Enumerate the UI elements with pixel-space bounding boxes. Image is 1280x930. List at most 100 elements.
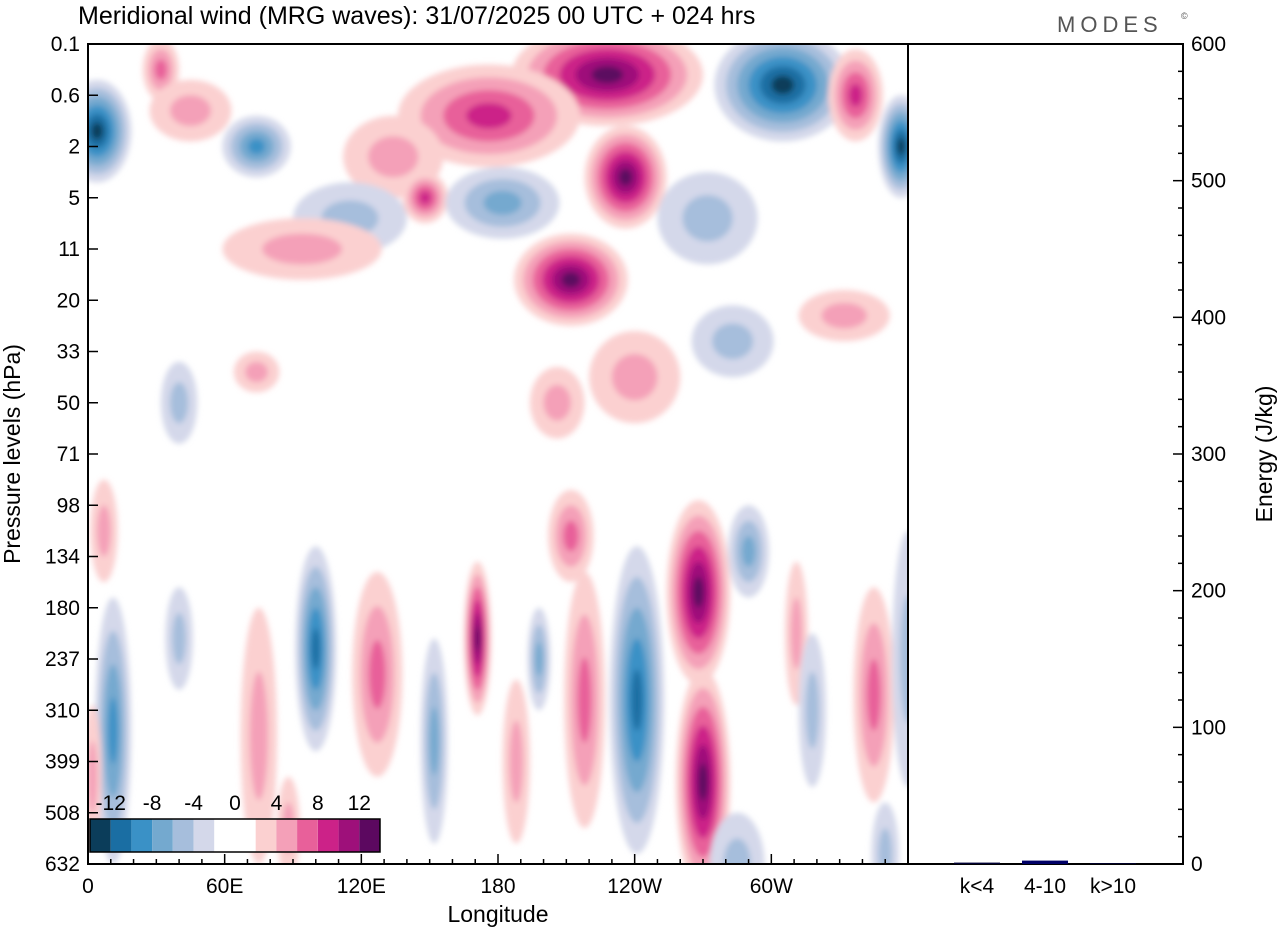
colorbar-swatch [214,819,235,852]
modes-logo: MODES [1057,12,1163,37]
energy-bars [954,860,1136,864]
positive-anomaly-36 [675,669,731,864]
contour-band-2 [245,361,268,383]
colorbar-swatch [131,819,153,852]
negative-anomaly-46 [871,802,899,864]
negative-anomaly-21 [160,361,198,444]
colorbar-swatch [297,819,318,852]
energy-axis: 0 100 200 300 400 500 600 [1173,33,1226,876]
negative-anomaly-18 [691,305,774,378]
pressure-tick-label: 5 [68,187,80,210]
negative-anomaly-13 [878,95,908,198]
energy-tick-label: 600 [1191,33,1226,56]
positive-anomaly-1 [584,125,667,229]
contour-band-3 [483,190,522,215]
wavenumber-labels: k<4 4-10 k>10 [960,875,1136,898]
contour-band-3 [154,59,167,80]
pressure-tick-label: 310 [45,699,80,722]
contour-band-3 [741,535,756,567]
contour-band-2 [611,354,658,401]
contour-band-4 [466,102,512,129]
contour-band-2 [790,597,803,670]
positive-anomaly-17 [798,290,890,342]
longitude-axis: 0 60E 120E 180 120W 60W [82,854,909,898]
contour-band-6 [91,122,103,140]
x-axis-label: Longitude [447,901,548,927]
contour-band-6 [561,272,581,288]
colorbar-label: 4 [271,792,283,815]
positive-anomaly-42 [90,479,118,583]
energy-tick-label: 300 [1191,443,1226,466]
pressure-tick-label: 98 [57,494,80,517]
positive-anomaly-20 [233,351,280,393]
positive-anomaly-25 [240,607,278,864]
colorbar-swatch [90,819,111,852]
contour-band-5 [311,628,320,670]
colorbar-swatch [338,819,360,852]
positive-anomaly-27 [352,571,403,777]
colorbar-frame [89,818,381,853]
positive-anomaly-5 [149,79,232,142]
contour-band-2 [821,302,868,329]
pressure-tick-label: 399 [45,751,80,774]
energy-tick-label: 100 [1191,716,1226,739]
contour-band-2 [723,838,751,864]
longitude-tick-label: 120W [607,875,662,898]
negative-anomaly-31 [527,607,551,711]
contour-band-6 [693,576,704,608]
energy-tick-label: 400 [1191,306,1226,329]
positive-anomaly-9 [222,218,382,280]
contour-band-4 [108,697,118,765]
pressure-tick-label: 71 [57,443,80,466]
contour-band-2 [805,671,820,749]
contour-band-2 [878,828,893,864]
negative-anomaly-26 [295,546,337,752]
positive-anomaly-40 [853,587,895,803]
positive-anomaly-8 [513,233,628,326]
positive-anomaly-30 [502,679,530,844]
negative-anomaly-11 [88,79,132,183]
colorbar-swatch [359,819,380,852]
colorbar: -12 -8 -4 0 4 8 12 [89,792,381,853]
colorbar-label: 0 [229,792,241,815]
positive-anomaly-32 [564,571,606,829]
pressure-tick-label: 134 [45,546,80,569]
contour-band-2 [249,671,268,800]
pressure-tick-label: 11 [58,238,80,261]
pressure-tick-label: 2 [68,136,80,159]
longitude-tick-label: 0 [82,875,94,898]
pressure-tick-label: 508 [45,802,80,825]
contour-band-2 [900,594,908,724]
colorbar-label: 12 [348,792,371,815]
negative-anomaly-15 [445,166,560,239]
colorbar-swatch [193,819,215,852]
pressure-axis: 0.1 0.6 2 5 11 20 33 50 71 98 134 180 237 310 399 508 63… [45,33,98,876]
contour-band-3 [867,658,881,731]
contour-band-4 [419,191,431,205]
chart-title: Meridional wind (MRG waves): 31/07/2025 … [78,2,755,30]
positive-anomaly-35 [666,500,731,685]
wavenumber-label: 4-10 [1024,875,1066,898]
contour-band-1 [709,812,765,864]
pressure-tick-label: 237 [45,648,80,671]
contour-band-5 [631,669,643,731]
negative-anomaly-37 [728,505,770,598]
longitude-tick-label: 60W [750,875,793,898]
colorbar-label: -8 [143,792,162,815]
positive-anomaly-14 [828,49,883,142]
negative-anomaly-34 [609,546,665,854]
modes-logo-mark: © [1181,11,1188,21]
contour-band-2 [262,233,343,265]
colorbar-swatch [152,819,173,852]
positive-anomaly-19 [589,331,681,424]
contour-band-3 [535,641,543,677]
energy-plot-area [907,43,1184,865]
contour-band-6 [618,168,633,186]
wind-contours [88,44,908,864]
contour-band-2 [88,740,98,813]
negative-anomaly-28 [420,638,448,844]
y-axis-label: Pressure levels (hPa) [0,344,25,564]
energy-tick-label: 0 [1191,853,1203,876]
longitude-tick-label: 180 [480,875,515,898]
